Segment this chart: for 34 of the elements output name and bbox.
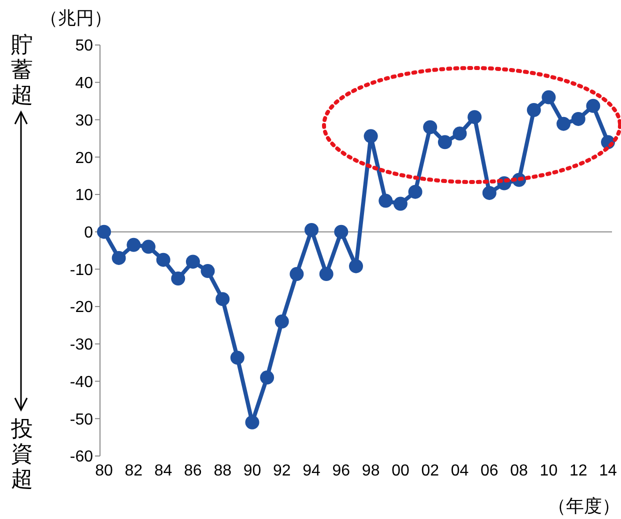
text: 貯蓄超 bbox=[10, 32, 34, 107]
x-tick-label: 86 bbox=[184, 462, 202, 480]
text: 投資超 bbox=[10, 416, 34, 491]
x-tick-label: 00 bbox=[392, 462, 410, 480]
x-tick-label: 94 bbox=[302, 462, 321, 480]
y-tick-label: 50 bbox=[75, 38, 94, 55]
x-tick-label: 80 bbox=[95, 462, 113, 480]
x-tick-label: 06 bbox=[480, 462, 498, 480]
x-tick-label: 82 bbox=[124, 462, 143, 480]
y-tick-label: 10 bbox=[75, 187, 94, 204]
y-tick-label: -60 bbox=[70, 448, 94, 466]
x-tick-label: 84 bbox=[154, 462, 172, 480]
x-axis-title: （年度） bbox=[548, 495, 620, 518]
y-tick-label: -50 bbox=[70, 411, 94, 428]
x-tick-label: 08 bbox=[510, 462, 528, 480]
x-tick-label: 02 bbox=[421, 462, 440, 480]
x-tick-label: 12 bbox=[569, 462, 588, 480]
x-tick-label: 90 bbox=[243, 462, 262, 480]
x-tick-label: 10 bbox=[540, 462, 558, 480]
y-tick-label: 0 bbox=[84, 224, 94, 242]
y-tick-label: 40 bbox=[75, 75, 94, 92]
x-tick-label: 92 bbox=[272, 462, 291, 480]
y-tick-label: -30 bbox=[70, 336, 94, 354]
y-tick-label: 20 bbox=[75, 150, 94, 167]
x-tick-label: 04 bbox=[450, 462, 469, 480]
y-tick-label: -10 bbox=[70, 262, 94, 279]
x-tick-label: 14 bbox=[599, 462, 617, 480]
y-tick-label: -20 bbox=[70, 299, 94, 316]
x-tick-label: 88 bbox=[214, 462, 232, 480]
y-axis-title: （兆円） bbox=[40, 7, 112, 30]
x-tick-label: 96 bbox=[332, 462, 350, 480]
x-tick-label: 98 bbox=[362, 462, 380, 480]
y-tick-label: 30 bbox=[75, 112, 94, 130]
y-tick-label: -40 bbox=[70, 374, 94, 391]
